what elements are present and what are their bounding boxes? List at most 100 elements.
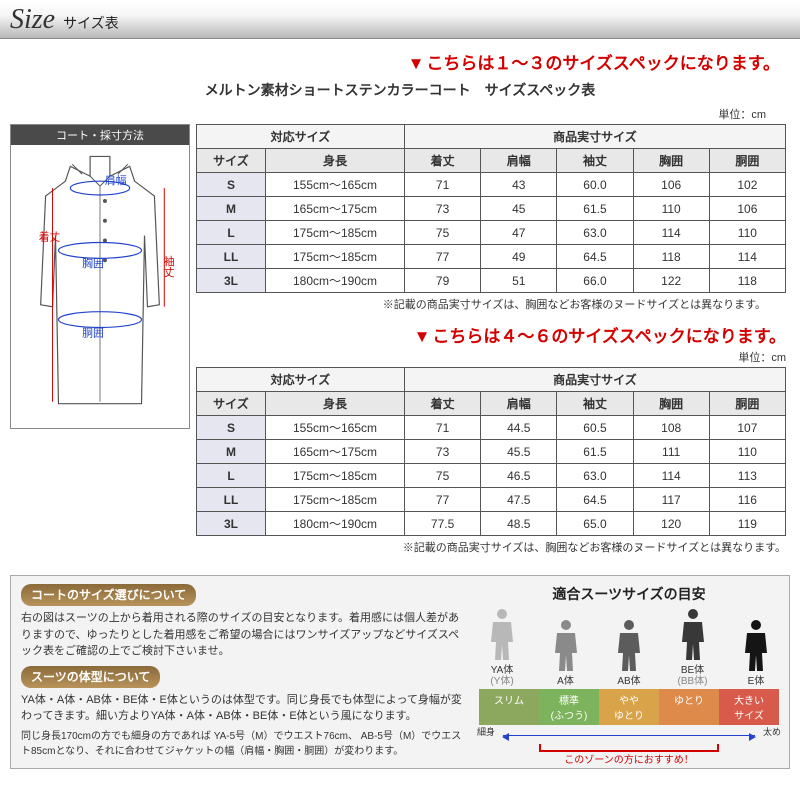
cell: 75 [405,464,481,488]
tables-column: 単位：cm 対応サイズ 商品実寸サイズ サイズ 身長 着丈 肩幅 袖丈 胸囲 胴… [196,104,786,563]
th-c5: 袖丈 [557,149,633,173]
recommend-bracket: このゾーンの方におすすめ！ [479,744,779,760]
table-row: LL175cm～185cm7747.564.5117116 [197,488,786,512]
label-kyoui: 胸囲 [82,256,104,270]
th-group2b: 商品実寸サイズ [405,368,786,392]
body-type-label: E体 [733,676,779,687]
body-types-row: YA体(Y体) A体 AB体 BE体(BB体) E体 [479,606,779,687]
table-row: LL175cm～185cm774964.5118114 [197,245,786,269]
cell: 119 [709,512,785,536]
cell: 75 [405,221,481,245]
unit-label-2: 単位：cm [196,349,786,365]
diagram-title: コート・採寸方法 [11,125,189,145]
table-row: L175cm～185cm754763.0114110 [197,221,786,245]
cell: 46.5 [481,464,557,488]
cell-height: 180cm～190cm [266,269,405,293]
size-title-jp: サイズ表 [63,13,119,33]
label-kitake: 着丈 [39,230,61,244]
cell-height: 180cm～190cm [266,512,405,536]
cell: 44.5 [481,416,557,440]
suit-guide-title: 適合スーツサイズの目安 [479,584,779,604]
cell: 47 [481,221,557,245]
cell: 45 [481,197,557,221]
cell-size: M [197,197,266,221]
cell: 43 [481,173,557,197]
body-type-sub: (Y体) [479,676,525,687]
cell-size: LL [197,245,266,269]
cell-size: 3L [197,512,266,536]
table-row: M165cm～175cm7345.561.5111110 [197,440,786,464]
cell: 122 [633,269,709,293]
cell: 114 [633,464,709,488]
th-c1: サイズ [197,149,266,173]
info-left: コートのサイズ選びについて 右の図はスーツの上から着用される際のサイズの目安とな… [21,584,467,760]
body-type-sub: (BB体) [670,676,716,687]
cell: 110 [709,440,785,464]
cell: 64.5 [557,245,633,269]
cell: 71 [405,416,481,440]
content-row: コート・採寸方法 着丈 袖丈 肩幅 胸囲 胴囲 [0,104,800,563]
cell: 65.0 [557,512,633,536]
unit-spacer [10,110,190,122]
info-body-2: YA体・A体・AB体・BE体・E体というのは体型です。同じ身長でも体型によって身… [21,692,467,725]
th-c6: 胸囲 [633,149,709,173]
body-type-label: YA体 [479,665,525,676]
table-title: メルトン素材ショートステンカラーコート サイズスペック表 [0,80,800,100]
cell: 106 [709,197,785,221]
info-panel: コートのサイズ選びについて 右の図はスーツの上から着用される際のサイズの目安とな… [10,575,790,769]
fit-label: スリム [479,689,539,725]
table-row: 3L180cm～190cm77.548.565.0120119 [197,512,786,536]
body-type-figure: E体 [733,617,779,687]
body-type-label: BE体 [670,665,716,676]
spec-table-2: 対応サイズ 商品実寸サイズ サイズ 身長 着丈 肩幅 袖丈 胸囲 胴囲 S155… [196,367,786,536]
body-type-label: A体 [543,676,589,687]
body-type-label: AB体 [606,676,652,687]
cell: 48.5 [481,512,557,536]
info-title-2: スーツの体型について [21,666,160,688]
cell: 118 [709,269,785,293]
fit-label: 大きい サイズ [719,689,779,725]
fit-labels-row: スリム標準 (ふつう)やや ゆとりゆとり大きい サイズ [479,689,779,725]
info-body-3: 同じ身長170cmの方でも細身の方であれば YA-5号（M）でウエスト76cm、… [21,729,467,759]
table-row: S155cm～165cm7144.560.5108107 [197,416,786,440]
size-header: Size サイズ表 [0,0,800,39]
cell: 114 [709,245,785,269]
cell: 114 [633,221,709,245]
cell-height: 165cm～175cm [266,440,405,464]
cell-size: 3L [197,269,266,293]
th-c4: 肩幅 [481,149,557,173]
cell-size: M [197,440,266,464]
th-group1b: 対応サイズ [197,368,405,392]
note-1: ※記載の商品実寸サイズは、胸囲などお客様のヌードサイズとは異なります。 [196,296,766,312]
cell-size: L [197,464,266,488]
cell: 64.5 [557,488,633,512]
size-title-en: Size [10,4,55,36]
body-type-figure: BE体(BB体) [670,606,716,687]
cell-height: 155cm～165cm [266,173,405,197]
label-doui: 胴囲 [82,326,104,339]
cell: 45.5 [481,440,557,464]
cell: 51 [481,269,557,293]
blue-arrow-line [503,735,755,736]
fit-label: ゆとり [659,689,719,725]
cell-height: 175cm～185cm [266,245,405,269]
cell: 111 [633,440,709,464]
cell: 61.5 [557,440,633,464]
cell: 120 [633,512,709,536]
fit-label: やや ゆとり [599,689,659,725]
th-group1: 対応サイズ [197,125,405,149]
cell: 47.5 [481,488,557,512]
cell: 73 [405,197,481,221]
info-body-1: 右の図はスーツの上から着用される際のサイズの目安となります。着用感には個人差があ… [21,610,467,660]
cell: 63.0 [557,221,633,245]
measurement-diagram: コート・採寸方法 着丈 袖丈 肩幅 胸囲 胴囲 [10,124,190,429]
arrow-right-label: 太め [763,725,781,738]
cell-size: S [197,416,266,440]
cell-height: 155cm～165cm [266,416,405,440]
table-row: M165cm～175cm734561.5110106 [197,197,786,221]
unit-label-1: 単位：cm [196,106,766,122]
fit-label: 標準 (ふつう) [539,689,599,725]
cell-size: L [197,221,266,245]
coat-diagram-svg: 着丈 袖丈 肩幅 胸囲 胴囲 [11,145,189,425]
cell: 66.0 [557,269,633,293]
